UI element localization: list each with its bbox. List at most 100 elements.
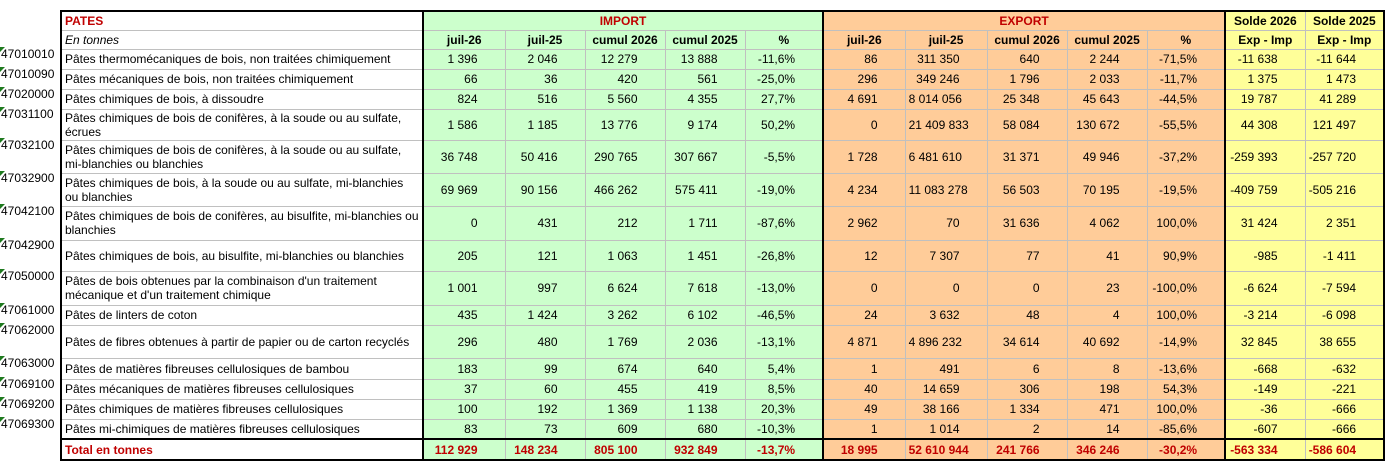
import-value-cell: 296 (422, 324, 506, 359)
solde-2025-cell: 38 655 (1304, 324, 1386, 359)
error-flag-icon (0, 238, 5, 243)
hs-code: 47032100 (0, 138, 54, 152)
hs-code-text: 47062000 (1, 323, 55, 337)
hs-code: 47032900 (0, 171, 54, 185)
export-value-cell: 0 (822, 270, 906, 306)
table-row: Pâtes chimiques de bois de conifères, à … (60, 139, 1386, 174)
import-value-cell: 73 (504, 418, 586, 440)
export-value-cell: 311 350 (904, 48, 988, 70)
import-pct-cell: -19,0% (744, 172, 824, 207)
export-value-cell: 296 (822, 68, 906, 90)
product-label: Pâtes chimiques de matières fibreuses ce… (60, 398, 424, 420)
export-value-cell: 640 (986, 48, 1068, 70)
export-value-cell: 25 348 (986, 88, 1068, 110)
export-value-cell: 471 (1066, 398, 1148, 420)
import-subheader: % (744, 29, 824, 50)
hs-code: 47062000 (0, 323, 54, 337)
export-value-cell: 86 (822, 48, 906, 70)
import-value-cell: 212 (584, 205, 666, 241)
export-value-cell: 48 (986, 304, 1068, 326)
export-value-cell: 1 334 (986, 398, 1068, 420)
error-flag-icon (0, 171, 5, 176)
error-flag-icon (0, 303, 5, 308)
export-value-cell: 70 195 (1066, 172, 1148, 207)
product-label: Pâtes chimiques de bois de conifères, à … (60, 108, 424, 141)
product-label: Pâtes de linters de coton (60, 304, 424, 326)
import-value-cell: 674 (584, 357, 666, 380)
import-value-cell: 36 (504, 68, 586, 90)
error-flag-icon (0, 269, 5, 274)
table-row: Pâtes mécaniques de bois, non traitées c… (60, 68, 1386, 90)
error-flag-icon (0, 323, 5, 328)
solde-2026-cell: -409 759 (1224, 172, 1306, 207)
error-flag-icon (0, 417, 5, 422)
import-value-cell: 5 560 (584, 88, 666, 110)
export-value-cell: 2 962 (822, 205, 906, 241)
solde-2025-cell: -6 098 (1304, 304, 1386, 326)
import-value-cell: 1 424 (504, 304, 586, 326)
export-pct-cell: -13,6% (1146, 357, 1226, 380)
export-value-cell: 7 307 (904, 239, 988, 272)
export-value-cell: 56 503 (986, 172, 1068, 207)
import-value-cell: 192 (504, 398, 586, 420)
hs-code-text: 47042900 (1, 238, 55, 252)
import-value-cell: 100 (422, 398, 506, 420)
import-value-cell: 997 (504, 270, 586, 306)
import-total-cell: 148 234 (504, 438, 586, 461)
export-pct-cell: -14,9% (1146, 324, 1226, 359)
hs-code: 47042100 (0, 204, 54, 218)
solde-2025-total: -586 604 (1304, 438, 1386, 461)
import-pct-cell: 5,4% (744, 357, 824, 380)
error-flag-icon (0, 356, 5, 361)
import-value-cell: 307 667 (664, 139, 746, 174)
import-value-cell: 9 174 (664, 108, 746, 141)
hs-code-text: 47061000 (1, 303, 55, 317)
import-pct-cell: -11,6% (744, 48, 824, 70)
import-value-cell: 121 (504, 239, 586, 272)
export-subheader: cumul 2025 (1066, 29, 1148, 50)
import-pct-cell: -13,1% (744, 324, 824, 359)
import-value-cell: 13 888 (664, 48, 746, 70)
hs-code-text: 47050000 (1, 269, 55, 283)
solde-2025-cell: -505 216 (1304, 172, 1386, 207)
export-value-cell: 14 659 (904, 378, 988, 400)
import-pct-cell: -5,5% (744, 139, 824, 174)
product-label: Pâtes mi-chimiques de matières fibreuses… (60, 418, 424, 440)
solde-2025-cell: -1 411 (1304, 239, 1386, 272)
import-value-cell: 69 969 (422, 172, 506, 207)
export-total-cell: 241 766 (986, 438, 1068, 461)
import-value-cell: 7 618 (664, 270, 746, 306)
import-value-cell: 561 (664, 68, 746, 90)
table-row: Pâtes thermomécaniques de bois, non trai… (60, 48, 1386, 70)
export-value-cell: 70 (904, 205, 988, 241)
export-value-cell: 40 (822, 378, 906, 400)
export-value-cell: 2 (986, 418, 1068, 440)
import-value-cell: 4 355 (664, 88, 746, 110)
import-value-cell: 37 (422, 378, 506, 400)
solde-2026-cell: -11 638 (1224, 48, 1306, 70)
import-value-cell: 66 (422, 68, 506, 90)
solde-2025-cell: -11 644 (1304, 48, 1386, 70)
export-value-cell: 4 896 232 (904, 324, 988, 359)
import-value-cell: 1 711 (664, 205, 746, 241)
import-value-cell: 1 185 (504, 108, 586, 141)
export-subheader: % (1146, 29, 1226, 50)
solde-2025-cell: -666 (1304, 418, 1386, 440)
import-pct-cell: 27,7% (744, 88, 824, 110)
import-value-cell: 2 036 (664, 324, 746, 359)
hs-code-text: 47032100 (1, 138, 55, 152)
export-value-cell: 21 409 833 (904, 108, 988, 141)
hs-code-text: 47010090 (1, 67, 55, 81)
import-value-cell: 640 (664, 357, 746, 380)
hs-code: 47063000 (0, 356, 54, 370)
hs-code-text: 47020000 (1, 87, 55, 101)
export-value-cell: 1 728 (822, 139, 906, 174)
solde-2025-cell: 2 351 (1304, 205, 1386, 241)
export-value-cell: 3 632 (904, 304, 988, 326)
import-value-cell: 680 (664, 418, 746, 440)
solde-2026-cell: -668 (1224, 357, 1306, 380)
import-value-cell: 455 (584, 378, 666, 400)
export-value-cell: 4 (1066, 304, 1148, 326)
solde-2025-cell: 1 473 (1304, 68, 1386, 90)
export-pct-cell: 100,0% (1146, 304, 1226, 326)
